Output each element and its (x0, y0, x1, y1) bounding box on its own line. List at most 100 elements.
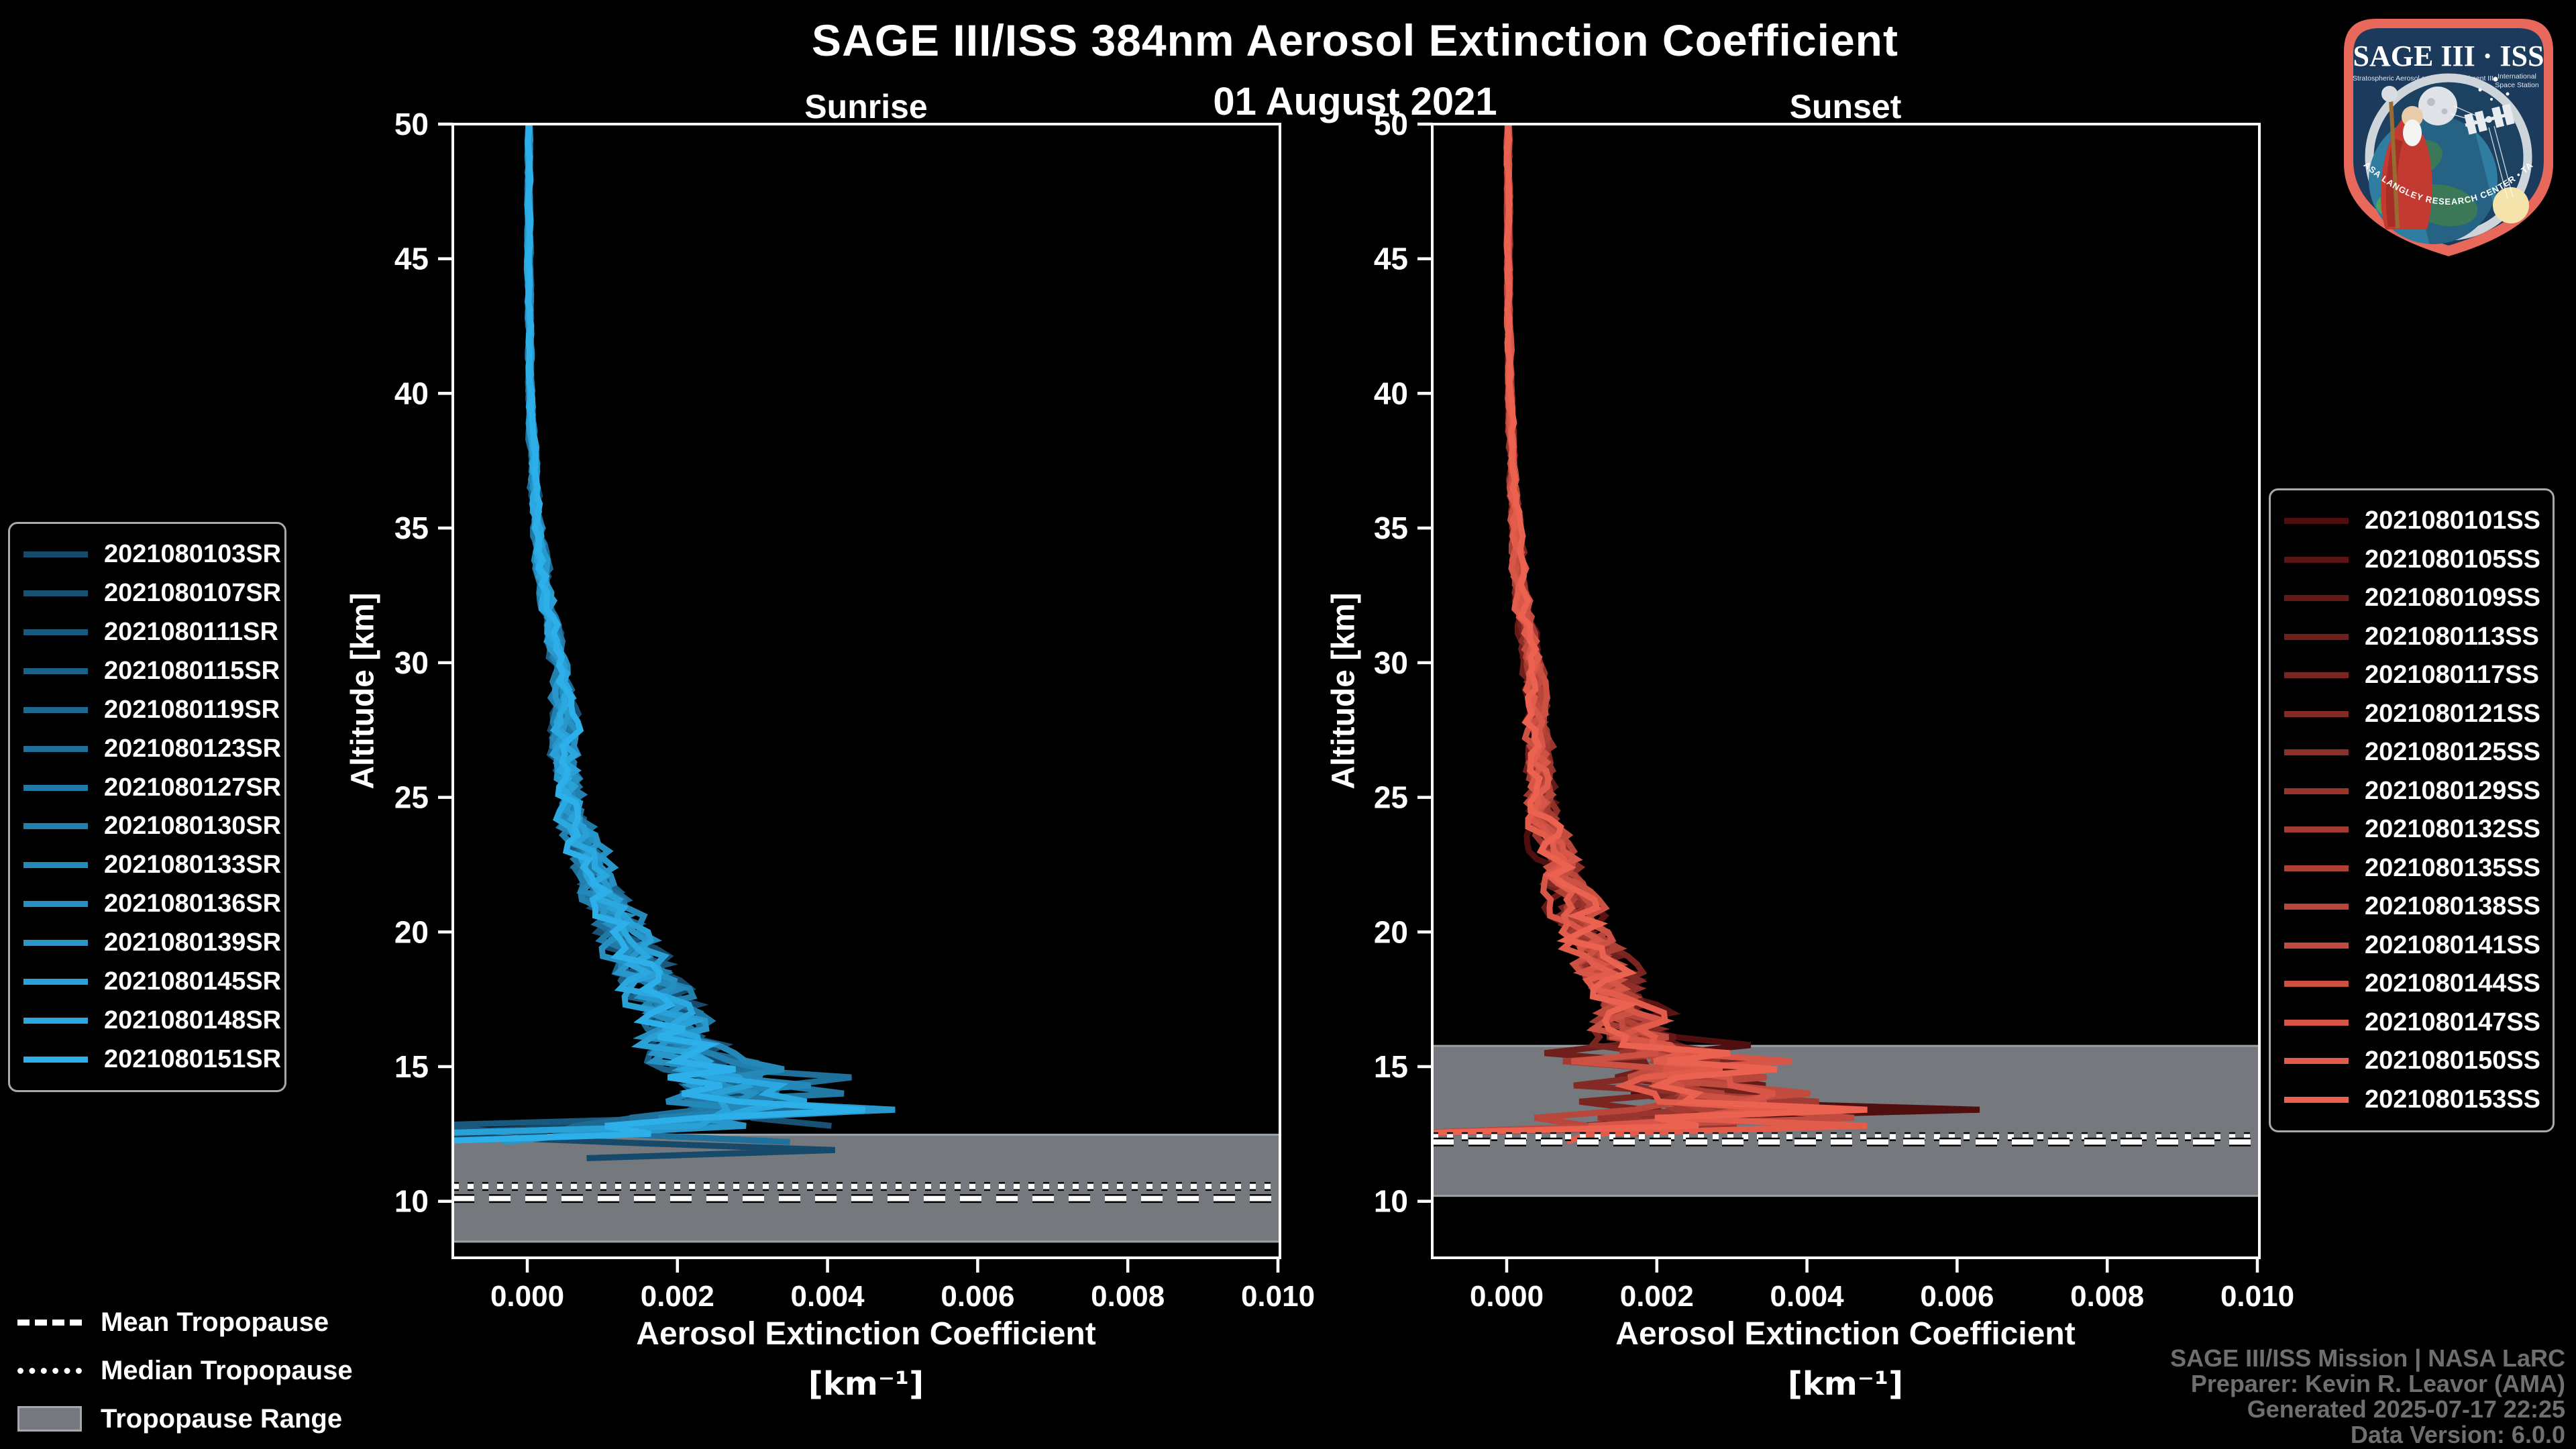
legend-item-2021080121SS: 2021080121SS (2271, 700, 2553, 729)
legend-item-median-tropopause: Median Tropopause (17, 1355, 353, 1386)
legend-item-2021080141SS: 2021080141SS (2271, 931, 2553, 960)
line-swatch-icon (2284, 595, 2349, 602)
line-swatch-icon (2284, 1019, 2349, 1026)
line-swatch-icon (2284, 633, 2349, 640)
legend-item-2021080153SS: 2021080153SS (2271, 1085, 2553, 1114)
profile-line-2021080103SR (454, 125, 835, 1161)
x-axis-label: Aerosol Extinction Coefficient (1615, 1316, 2076, 1352)
legend-label: 2021080130SR (104, 812, 282, 841)
y-tick-label: 50 (394, 107, 429, 142)
legend-item-2021080103SR: 2021080103SR (10, 540, 284, 569)
legend-item-2021080119SR: 2021080119SR (10, 696, 284, 724)
x-tick-label: 0.002 (1620, 1280, 1694, 1313)
legend-sunset-events: 2021080101SS 2021080105SS 2021080109SS 2021… (2269, 488, 2555, 1132)
legend-label: 2021080103SR (104, 540, 282, 568)
legend-label: 2021080133SR (104, 851, 282, 879)
line-swatch-icon (2284, 556, 2349, 563)
legend-label: 2021080117SS (2365, 661, 2539, 690)
legend-item-2021080125SS: 2021080125SS (2271, 738, 2553, 767)
profile-lines-sunrise (454, 125, 896, 1161)
legend-item-2021080101SS: 2021080101SS (2271, 506, 2553, 535)
legend-item-2021080113SS: 2021080113SS (2271, 623, 2553, 651)
logo-subtitle-right-1: International (2498, 72, 2536, 80)
line-swatch-icon (2284, 942, 2349, 949)
panel-title-sunset: Sunset (1789, 88, 1902, 125)
profile-line-2021080136SR (523, 125, 891, 1129)
y-tick-label: 20 (1374, 914, 1408, 949)
profile-line-2021080147SS (1504, 125, 1792, 1137)
legend-label: 2021080127SR (104, 773, 282, 802)
legend-label: 2021080113SS (2365, 622, 2539, 651)
legend-label: 2021080150SS (2365, 1046, 2541, 1075)
x-tick-label: 0.004 (1770, 1280, 1845, 1313)
line-swatch-icon (2284, 788, 2349, 794)
logo-sage-figure (2380, 86, 2432, 229)
profile-line-2021080117SS (1434, 125, 1748, 1136)
attribution-preparer: Preparer: Kevin R. Leavor (AMA) (2190, 1370, 2565, 1397)
profile-line-2021080127SR (524, 125, 845, 1129)
logo-title: SAGE III · ISS (2353, 40, 2544, 72)
legend-label: 2021080147SS (2365, 1008, 2541, 1036)
y-tick-label: 45 (394, 241, 429, 276)
y-tick-label: 25 (1374, 780, 1408, 815)
legend-label: 2021080111SR (104, 617, 278, 646)
logo-stars (2478, 76, 2510, 101)
line-swatch-icon (2284, 826, 2349, 833)
line-swatch-icon (23, 940, 88, 947)
line-swatch-icon (23, 590, 88, 596)
legend-label: 2021080144SS (2365, 969, 2541, 998)
x-tick-label: 0.000 (1470, 1280, 1544, 1313)
range-patch-swatch-icon (17, 1406, 82, 1432)
line-swatch-icon (23, 823, 88, 830)
profile-line-2021080148SR (524, 125, 808, 1121)
legend-label: 2021080132SS (2365, 815, 2541, 844)
attribution-version: Data Version: 6.0.0 (2350, 1421, 2565, 1448)
legend-item-2021080123SR: 2021080123SR (10, 735, 284, 763)
legend-item-2021080133SR: 2021080133SR (10, 851, 284, 879)
line-swatch-icon (2284, 518, 2349, 524)
legend-item-2021080151SR: 2021080151SR (10, 1045, 284, 1074)
legend-label: Mean Tropopause (101, 1307, 329, 1337)
y-axis-title-sunrise: Altitude [km] (345, 592, 381, 790)
x-tick-label: 0.006 (1920, 1280, 1994, 1313)
line-swatch-icon (2284, 749, 2349, 756)
line-swatch-icon (23, 551, 88, 557)
x-tick-label: 0.004 (791, 1280, 865, 1313)
legend-label: Median Tropopause (101, 1355, 353, 1385)
legend-item-2021080145SR: 2021080145SR (10, 967, 284, 996)
legend-item-2021080144SS: 2021080144SS (2271, 969, 2553, 998)
legend-label: 2021080129SS (2365, 776, 2541, 805)
x-axis-label: Aerosol Extinction Coefficient (636, 1316, 1096, 1352)
legend-item-2021080147SS: 2021080147SS (2271, 1008, 2553, 1037)
legend-label: 2021080141SS (2365, 930, 2541, 959)
y-tick-label: 25 (394, 780, 429, 815)
figure-date: 01 August 2021 (1213, 80, 1497, 123)
legend-item-mean-tropopause: Mean Tropopause (17, 1307, 353, 1338)
legend-label: Tropopause Range (101, 1403, 343, 1434)
line-swatch-icon (2284, 865, 2349, 871)
x-tick-label: 0.000 (490, 1280, 564, 1313)
y-tick-label: 45 (1374, 241, 1408, 276)
line-swatch-icon (23, 629, 88, 635)
mission-logo: SAGE III · ISS Stratospheric Aerosol and… (2329, 4, 2553, 256)
logo-moon-crater (2441, 108, 2448, 115)
profile-line-2021080107SR (524, 125, 832, 1129)
legend-item-tropopause-range: Tropopause Range (17, 1403, 353, 1434)
y-tick-label: 10 (1374, 1184, 1408, 1219)
legend-label: 2021080119SR (104, 695, 280, 724)
line-swatch-icon (23, 862, 88, 869)
legend-label: 2021080109SS (2365, 584, 2541, 612)
profile-line-2021080145SR (454, 125, 754, 1136)
legend-item-2021080132SS: 2021080132SS (2271, 815, 2553, 844)
x-tick-label: 0.008 (2070, 1280, 2144, 1313)
attribution-mission: SAGE III/ISS Mission | NASA LaRC (2170, 1344, 2565, 1372)
legend-label: 2021080138SS (2365, 892, 2541, 921)
legend-label: 2021080139SR (104, 928, 282, 957)
profile-line-2021080133SR (454, 125, 812, 1136)
y-axis-title-sunset: Altitude [km] (1326, 592, 1362, 790)
legend-item-2021080115SR: 2021080115SR (10, 657, 284, 686)
legend-item-2021080117SS: 2021080117SS (2271, 661, 2553, 690)
profile-line-2021080132SS (1503, 125, 1819, 1121)
line-swatch-icon (2284, 710, 2349, 717)
